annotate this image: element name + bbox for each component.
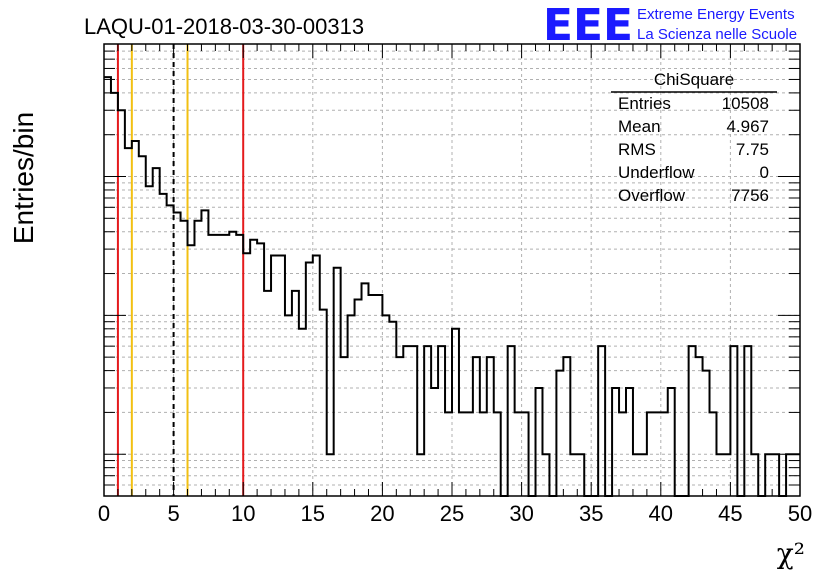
x-axis-label: χ² bbox=[777, 537, 805, 570]
stats-value: 0 bbox=[760, 163, 769, 182]
axis-ticks bbox=[103, 43, 801, 497]
x-tick-label: 25 bbox=[440, 501, 464, 526]
logo-line1: Extreme Energy Events bbox=[637, 6, 795, 23]
stats-value: 7.75 bbox=[736, 140, 769, 159]
y-tick-label: 10² bbox=[66, 0, 98, 5]
grid bbox=[104, 43, 800, 497]
x-tick-label: 20 bbox=[370, 501, 394, 526]
y-tick-labels: 11010² bbox=[66, 0, 98, 5]
x-tick-label: 5 bbox=[167, 501, 179, 526]
y-tick-label: 10 bbox=[74, 0, 98, 5]
stats-label: Underflow bbox=[618, 163, 695, 182]
x-tick-label: 50 bbox=[788, 501, 812, 526]
stats-value: 7756 bbox=[731, 186, 769, 205]
stats-label: Mean bbox=[618, 117, 661, 136]
x-tick-label: 15 bbox=[301, 501, 325, 526]
y-tick-label: 1 bbox=[86, 0, 98, 5]
stats-value: 4.967 bbox=[726, 117, 769, 136]
chart-title: LAQU-01-2018-03-30-00313 bbox=[84, 14, 364, 39]
x-tick-label: 10 bbox=[231, 501, 255, 526]
x-tick-label: 0 bbox=[98, 501, 110, 526]
y-axis-label: Entries/bin bbox=[8, 112, 39, 244]
cut-lines bbox=[116, 44, 245, 496]
logo-line2: La Scienza nelle Scuole bbox=[637, 26, 797, 43]
stats-rows: Entries 10508 Mean 4.967 RMS 7.75 Underflow 0 Ov… bbox=[618, 94, 769, 205]
eee-logo: EEE Extreme Energy Events La Scienza nel… bbox=[543, 0, 797, 51]
x-tick-labels: 0 5 10 15 20 25 30 35 40 45 50 bbox=[98, 501, 812, 526]
stats-value: 10508 bbox=[722, 94, 769, 113]
stats-box: ChiSquare Entries 10508 Mean 4.967 RMS 7.75 Un… bbox=[611, 70, 777, 205]
stats-label: Entries bbox=[618, 94, 671, 113]
x-tick-label: 35 bbox=[579, 501, 603, 526]
stats-label: RMS bbox=[618, 140, 656, 159]
x-tick-label: 40 bbox=[649, 501, 673, 526]
stats-name: ChiSquare bbox=[654, 70, 734, 89]
x-tick-label: 45 bbox=[718, 501, 742, 526]
stats-label: Overflow bbox=[618, 186, 686, 205]
x-tick-label: 30 bbox=[509, 501, 533, 526]
logo-mark: EEE bbox=[543, 0, 633, 51]
